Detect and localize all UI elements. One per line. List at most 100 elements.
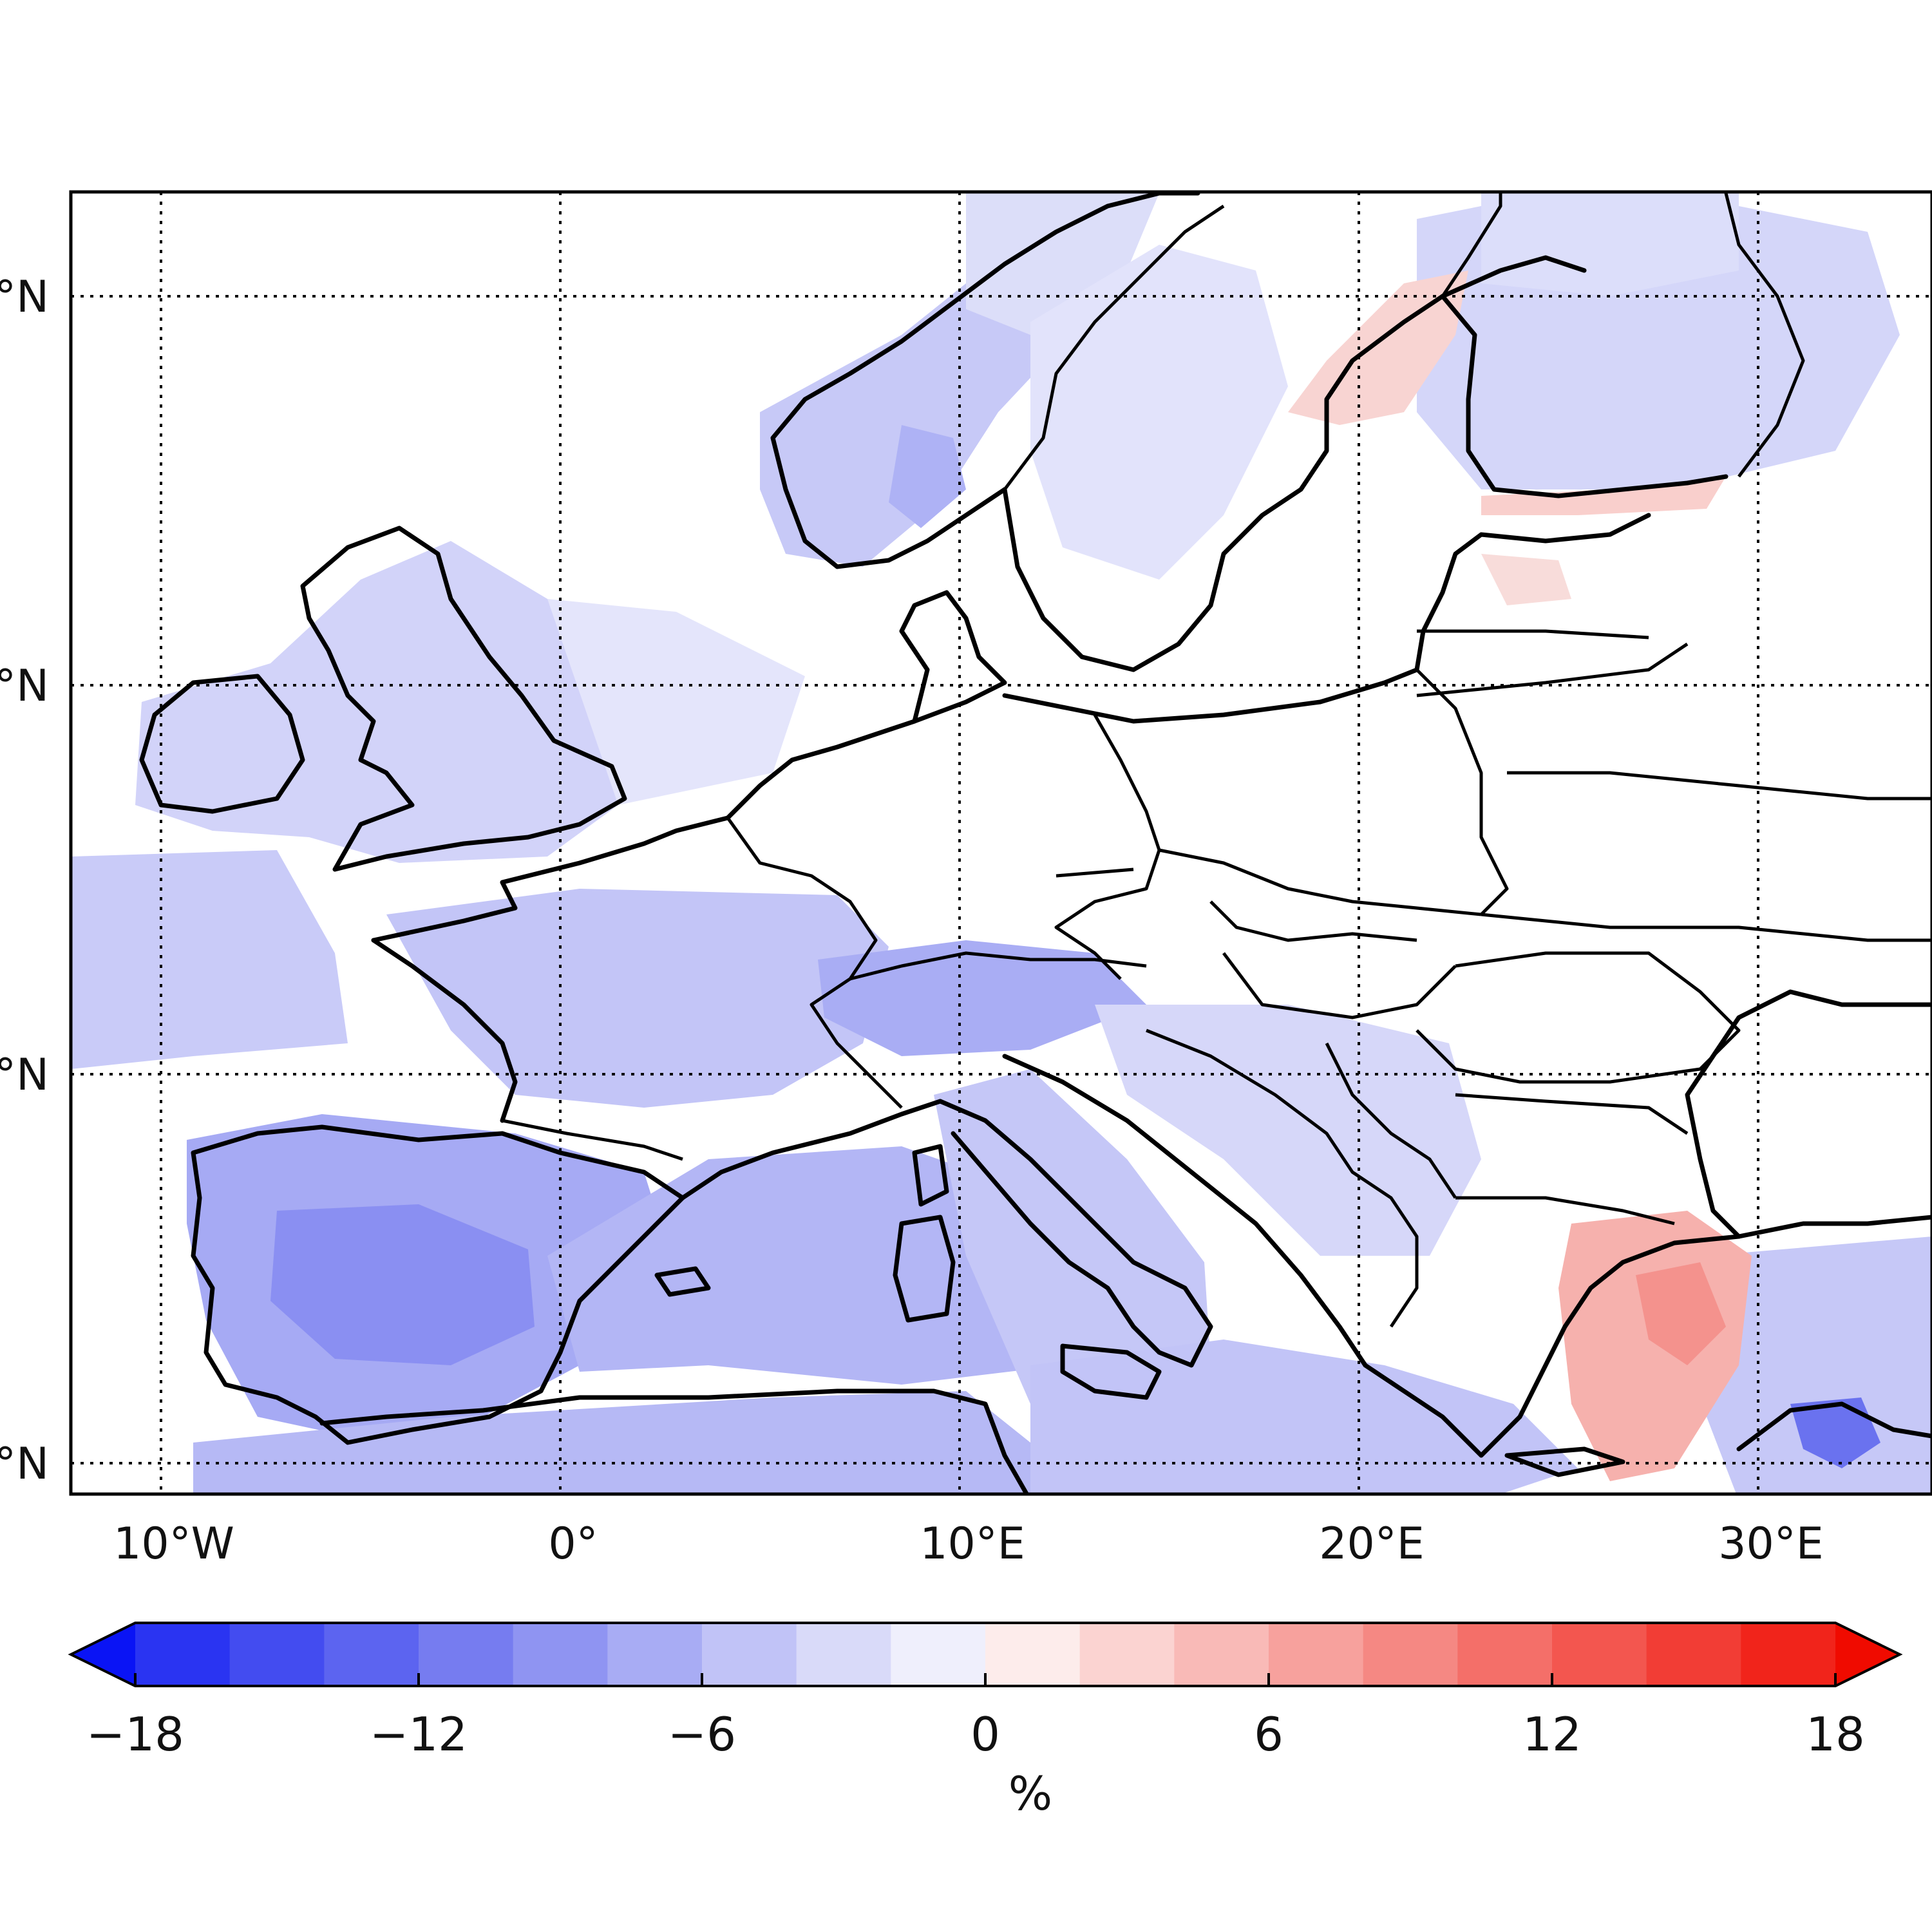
border-france-spain xyxy=(502,1119,683,1161)
anomaly-area-central-med xyxy=(1030,1340,1578,1494)
map-frame xyxy=(69,190,1932,1496)
anomaly-area-sweden xyxy=(1030,245,1288,580)
colorbar-cell xyxy=(985,1623,1081,1686)
colorbar-cell xyxy=(796,1623,891,1686)
anomaly-area-north-africa xyxy=(193,1391,1030,1494)
coastline-france xyxy=(371,815,730,943)
longitude-tick-label: 10°W xyxy=(113,1519,234,1569)
colorbar-cell xyxy=(324,1623,419,1686)
colorbar-cell xyxy=(891,1623,986,1686)
colorbar-tick-label: −12 xyxy=(370,1707,468,1761)
latitude-tick-labels: °N °N °N °N xyxy=(0,272,49,1490)
colorbar-cell xyxy=(607,1623,703,1686)
coastline-finland xyxy=(1440,255,1728,498)
colorbar-cell xyxy=(1363,1623,1458,1686)
coastline-baltic-states xyxy=(1414,513,1651,672)
colorbar-cell xyxy=(1457,1623,1553,1686)
colorbar-ticks: −18 −12 −6 0 6 12 18 xyxy=(86,1673,1865,1761)
coastline-low-countries xyxy=(725,719,917,820)
border-norway-sweden xyxy=(1003,204,1225,491)
anomaly-area-italy xyxy=(934,1069,1211,1417)
coastline-sardinia xyxy=(893,1215,956,1323)
anomaly-area-lapland xyxy=(1481,193,1739,296)
coastline-baltic-south xyxy=(1002,667,1419,724)
coastline-iberia xyxy=(191,1124,685,1445)
coastline-corsica xyxy=(912,1144,949,1207)
coastline-italy xyxy=(938,1099,1213,1368)
border-france-germany xyxy=(726,817,903,1109)
colorbar-unit-label: % xyxy=(1009,1766,1052,1821)
coastlines xyxy=(139,192,1932,1494)
border-romania xyxy=(1416,951,1741,1084)
anomaly-area-aegean-core xyxy=(1636,1262,1726,1365)
longitude-tick-labels: 10°W 0° 10°E 20°E 30°E xyxy=(113,1519,1824,1569)
border-russia-finland xyxy=(1724,193,1805,478)
border-bulgaria xyxy=(1455,1093,1689,1226)
longitude-tick-label: 0° xyxy=(548,1519,598,1569)
colorbar-tick-label: 0 xyxy=(971,1707,1000,1761)
anomaly-area-atlantic xyxy=(71,850,348,1069)
latitude-tick-label: °N xyxy=(0,1050,49,1101)
coastline-sicily xyxy=(1060,1343,1162,1400)
anomaly-area-british-isles xyxy=(135,541,618,863)
colorbar-cell xyxy=(1269,1623,1364,1686)
coastline-western-europe xyxy=(680,1099,943,1200)
longitude-tick-label: 30°E xyxy=(1718,1519,1824,1569)
colorbar-tick-label: 12 xyxy=(1522,1707,1582,1761)
anomaly-area-north-sea xyxy=(547,599,805,805)
border-poland-south xyxy=(1159,848,1482,916)
coastline-sweden xyxy=(1002,294,1445,672)
colorbar-cell xyxy=(1741,1623,1836,1686)
border-baltic-internal xyxy=(1416,629,1689,697)
border-czech-slovak xyxy=(1056,867,1417,942)
anomaly-area-levant-dark xyxy=(1790,1397,1880,1468)
border-germany-east xyxy=(1054,714,1161,980)
colorbar-cell xyxy=(1174,1623,1269,1686)
longitude-tick-label: 10°E xyxy=(920,1519,1025,1569)
anomaly-shading xyxy=(71,193,1932,1494)
border-balkans xyxy=(1146,1028,1457,1328)
latitude-tick-label: °N xyxy=(0,1439,49,1490)
colorbar-cell xyxy=(1646,1623,1741,1686)
colorbar-cell xyxy=(1079,1623,1175,1686)
coastline-balearics xyxy=(654,1266,711,1297)
colorbar-extend-min xyxy=(71,1623,135,1686)
latitude-tick-label: °N xyxy=(0,272,49,323)
anomaly-area-baltic-states xyxy=(1481,554,1571,605)
colorbar: −18 −12 −6 0 6 12 18 % xyxy=(68,1622,1903,1821)
coastline-denmark xyxy=(899,590,1007,724)
longitude-tick-label: 20°E xyxy=(1319,1519,1425,1569)
colorbar-tick-label: −18 xyxy=(86,1707,184,1761)
anomaly-area-france xyxy=(386,889,889,1108)
border-poland-east xyxy=(1416,668,1509,916)
colorbar-cell xyxy=(135,1623,231,1686)
country-borders xyxy=(502,193,1932,1328)
map-plot-area xyxy=(71,192,1932,1494)
colorbar-extend-max xyxy=(1835,1623,1900,1686)
colorbar-cell xyxy=(702,1623,797,1686)
coastline-ireland xyxy=(139,674,305,814)
coastline-crete xyxy=(1504,1446,1625,1477)
coastline-north-africa xyxy=(319,1388,1030,1494)
coastline-greece xyxy=(1363,1234,1741,1458)
border-sweden-finland xyxy=(1441,193,1502,298)
coastline-biscay xyxy=(371,938,518,1123)
border-belarus-ukraine xyxy=(1481,771,1932,942)
border-alps xyxy=(849,951,1147,981)
colorbar-tick-label: 18 xyxy=(1806,1707,1865,1761)
colorbar-cell xyxy=(1552,1623,1647,1686)
colorbar-tick-label: −6 xyxy=(668,1707,736,1761)
colorbar-cell xyxy=(229,1623,325,1686)
coastline-adriatic xyxy=(1002,1054,1368,1368)
anomaly-area-iberia-core xyxy=(270,1204,535,1365)
anomaly-area-northern-sea xyxy=(966,193,1159,335)
anomaly-area-norway-inner xyxy=(889,425,966,528)
colorbar-cells xyxy=(68,1622,1903,1687)
coastline-anatolia xyxy=(1736,1215,1932,1452)
coastline-norway xyxy=(770,192,1200,569)
colorbar-cell xyxy=(513,1623,608,1686)
border-hungary xyxy=(1222,952,1457,1019)
colorbar-tick-label: 6 xyxy=(1254,1707,1283,1761)
anomaly-area-alps xyxy=(818,940,1146,1056)
